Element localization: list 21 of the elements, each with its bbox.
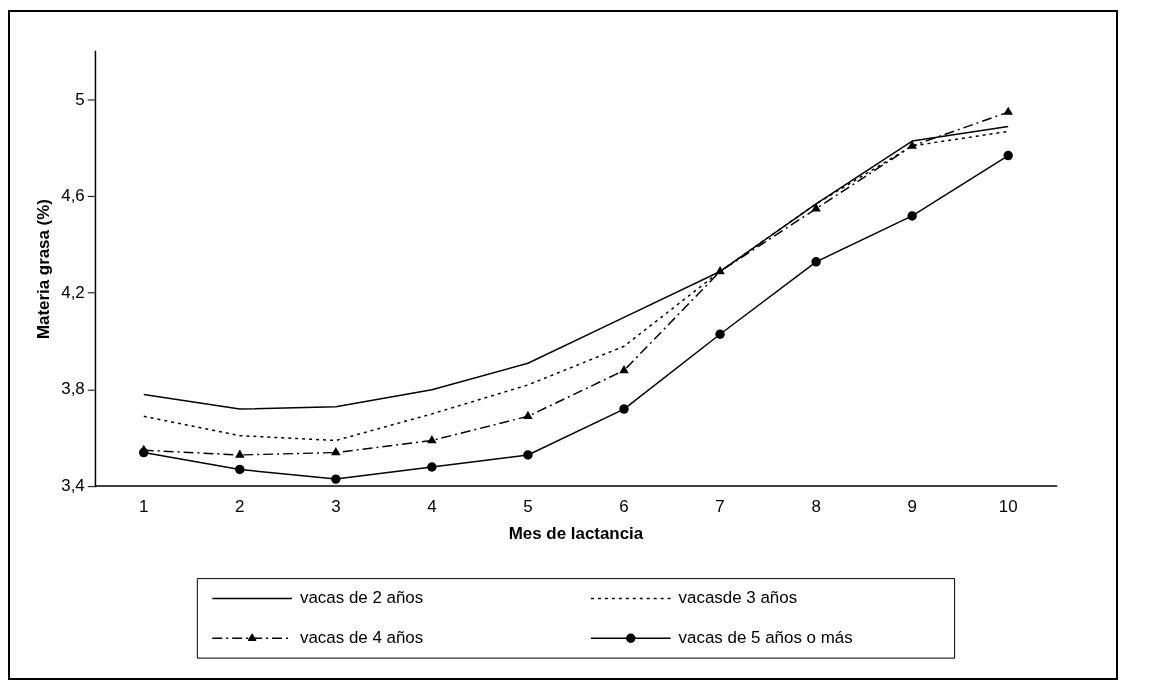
- x-tick-label: 9: [907, 497, 917, 517]
- x-tick-label: 1: [139, 497, 149, 517]
- y-tick-label: 4,6: [61, 186, 85, 206]
- x-tick-label: 4: [427, 497, 437, 517]
- x-tick-label: 6: [619, 497, 629, 517]
- x-axis-title: Mes de lactancia: [508, 524, 644, 544]
- x-tick-label: 8: [811, 497, 821, 517]
- y-tick-label: 5: [75, 89, 85, 109]
- x-tick-label: 7: [715, 497, 725, 517]
- y-tick-label: 3,4: [61, 476, 85, 496]
- legend-label: vacasde 3 años: [678, 588, 798, 608]
- legend-label: vacas de 4 años: [299, 627, 424, 647]
- x-tick-label: 10: [998, 497, 1018, 517]
- x-tick-label: 3: [331, 497, 341, 517]
- legend-label: vacas de 2 años: [299, 588, 424, 608]
- y-tick-label: 4,2: [61, 282, 85, 302]
- y-axis-title: Materia grasa (%): [33, 199, 53, 339]
- legend-label: vacas de 5 años o más: [678, 627, 853, 647]
- x-tick-label: 2: [235, 497, 245, 517]
- y-tick-label: 3,8: [61, 379, 85, 399]
- x-tick-label: 5: [523, 497, 533, 517]
